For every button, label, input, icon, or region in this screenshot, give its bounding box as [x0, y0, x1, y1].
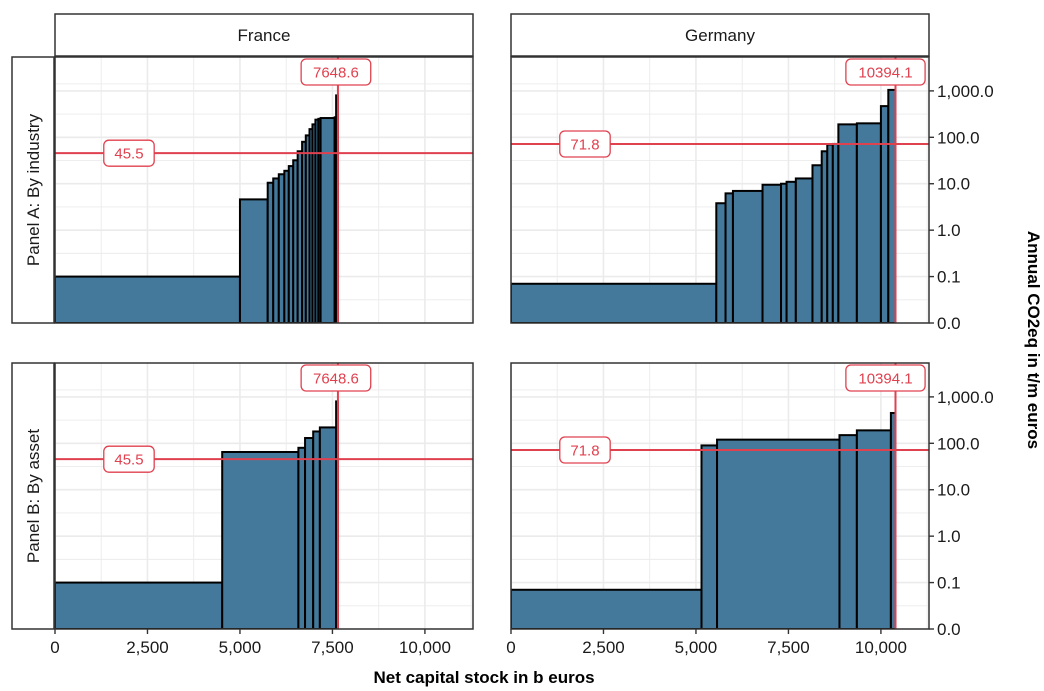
row-label-1: Panel B: By asset — [24, 429, 43, 563]
bar — [731, 189, 764, 323]
x-tick-label: 0 — [50, 638, 59, 657]
row-strip-0 — [11, 56, 55, 324]
total-label: 7648.6 — [313, 371, 359, 388]
bar — [761, 183, 783, 323]
bar — [879, 105, 890, 323]
x-tick-label: 10,000 — [399, 638, 451, 657]
panels-layer: France Germany Panel A: By industry Panel B… — [11, 13, 994, 657]
bar — [511, 588, 703, 629]
total-label: 10394.1 — [858, 65, 912, 82]
bar — [221, 450, 300, 629]
bar — [716, 438, 841, 629]
y-tick-label: 10.0 — [937, 175, 970, 194]
bar — [855, 429, 892, 629]
bar — [715, 202, 727, 323]
panel-0: 45.5 7648.6 — [54, 56, 474, 324]
bar — [55, 581, 224, 629]
bar — [794, 177, 814, 323]
panel-border — [510, 56, 930, 324]
x-tick-label: 10,000 — [855, 638, 907, 657]
mean-label: 45.5 — [114, 146, 143, 163]
panel-border — [54, 56, 474, 324]
bar — [318, 426, 338, 629]
mean-label: 45.5 — [114, 452, 143, 469]
bar — [855, 122, 882, 323]
facet-strip-france — [54, 13, 474, 57]
row-strip-1 — [11, 362, 55, 630]
y-tick-label: 0.0 — [937, 314, 961, 333]
y-axis-title: Annual CO2eq in t/m euros — [1024, 231, 1043, 449]
bars-group — [55, 400, 339, 629]
panel-1: 71.8 10394.1 0.0 0.1 1.0 10.0 100.0 1,000.0 — [510, 56, 994, 333]
y-tick-label: 1.0 — [937, 527, 961, 546]
y-tick-label: 100.0 — [937, 128, 980, 147]
y-tick-label: 0.1 — [937, 268, 961, 287]
facet-label-germany: Germany — [685, 26, 755, 45]
x-tick-label: 7,500 — [311, 638, 354, 657]
y-tick-label: 100.0 — [937, 434, 980, 453]
mean-label: 71.8 — [570, 442, 599, 459]
facet-label-france: France — [238, 26, 291, 45]
bar — [511, 282, 718, 323]
bar — [838, 434, 858, 629]
x-tick-label: 0 — [506, 638, 515, 657]
y-tick-label: 0.0 — [937, 620, 961, 639]
bar — [319, 117, 336, 323]
y-tick-label: 0.1 — [937, 574, 961, 593]
mean-label-box — [559, 130, 611, 158]
facet-strip-germany — [510, 13, 930, 57]
mean-label: 71.8 — [570, 136, 599, 153]
total-label-box — [300, 58, 372, 86]
x-tick-label: 5,000 — [219, 638, 262, 657]
mean-label-box — [103, 445, 155, 473]
panel-3: 71.8 10394.1 0.0 0.1 1.0 10.0 100.0 1,000.0 0 2,5… — [506, 362, 994, 657]
mean-label-box — [559, 436, 611, 464]
bar — [55, 275, 241, 323]
total-label: 10394.1 — [858, 371, 912, 388]
total-label-box — [300, 364, 372, 392]
y-tick-label: 1,000.0 — [937, 388, 994, 407]
bars-group — [511, 88, 897, 323]
total-label-box — [845, 364, 926, 392]
bar — [887, 88, 897, 323]
x-tick-label: 5,000 — [675, 638, 718, 657]
y-tick-label: 10.0 — [937, 481, 970, 500]
bar — [238, 198, 269, 323]
bar — [700, 444, 719, 629]
mean-label-box — [103, 139, 155, 167]
x-axis-title: Net capital stock in b euros — [373, 668, 594, 687]
bar — [304, 437, 315, 629]
bar — [811, 164, 823, 323]
panel-border — [510, 362, 930, 630]
row-label-0: Panel A: By industry — [24, 113, 43, 266]
bar — [785, 180, 797, 323]
x-tick-label: 7,500 — [767, 638, 810, 657]
total-label-box — [845, 58, 926, 86]
bar — [837, 123, 858, 323]
x-tick-label: 2,500 — [126, 638, 169, 657]
bar — [724, 192, 734, 323]
total-label: 7648.6 — [313, 65, 359, 82]
y-tick-label: 1,000.0 — [937, 82, 994, 101]
panel-border — [54, 362, 474, 630]
y-tick-label: 1.0 — [937, 221, 961, 240]
x-tick-label: 2,500 — [582, 638, 625, 657]
panel-2: 45.5 7648.6 0 2,500 5,000 7,500 10,000 — [50, 362, 474, 657]
